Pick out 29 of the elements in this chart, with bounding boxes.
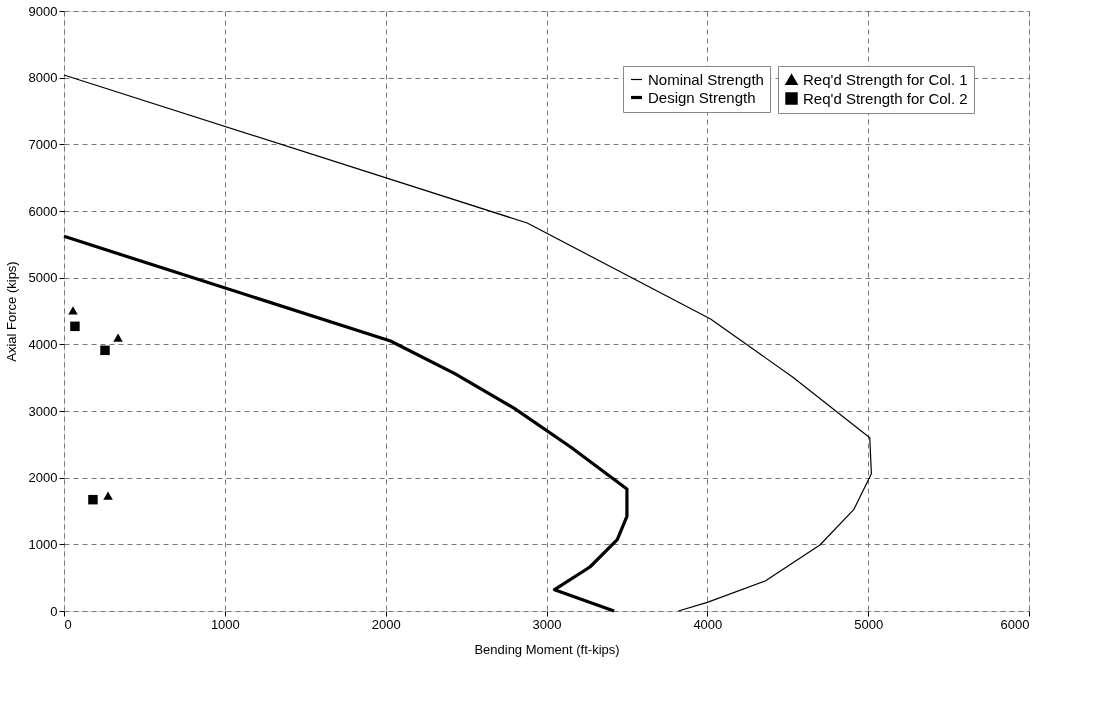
point — [88, 494, 98, 505]
x-tick-label: 3000 — [532, 616, 562, 632]
line-series — [62, 234, 629, 613]
legend-label: Req'd Strength for Col. 2 — [803, 89, 968, 107]
y-tick-label: 4000 — [28, 336, 58, 352]
x-tick-label: 4000 — [693, 616, 723, 632]
y-tick-label: 0 — [50, 603, 58, 619]
point — [100, 345, 110, 356]
x-tick-label: 1000 — [210, 616, 240, 632]
y-tick-label: 6000 — [28, 203, 58, 219]
y-tick-label: 5000 — [28, 270, 58, 286]
legend-label: Req'd Strength for Col. 1 — [803, 70, 968, 88]
y-axis-title: Axial Force (kips) — [3, 261, 19, 362]
point — [113, 333, 123, 342]
legend-label: Design Strength — [648, 88, 756, 106]
y-tick-label: 9000 — [28, 3, 58, 19]
point — [70, 321, 80, 332]
y-tick-label: 2000 — [28, 470, 58, 486]
x-tick-label: 6000 — [1000, 616, 1030, 632]
x-axis-title: Bending Moment (ft-kips) — [474, 641, 620, 657]
x-tick-label: 2000 — [371, 616, 401, 632]
x-tick-label: 0 — [64, 616, 72, 632]
point — [103, 491, 113, 500]
y-tick-label: 3000 — [28, 403, 58, 419]
y-tick-label: 8000 — [28, 70, 58, 86]
x-tick-label: 5000 — [854, 616, 884, 632]
y-tick-label: 1000 — [28, 536, 58, 552]
legend-label: Nominal Strength — [648, 70, 764, 88]
y-tick-label: 7000 — [28, 136, 58, 152]
